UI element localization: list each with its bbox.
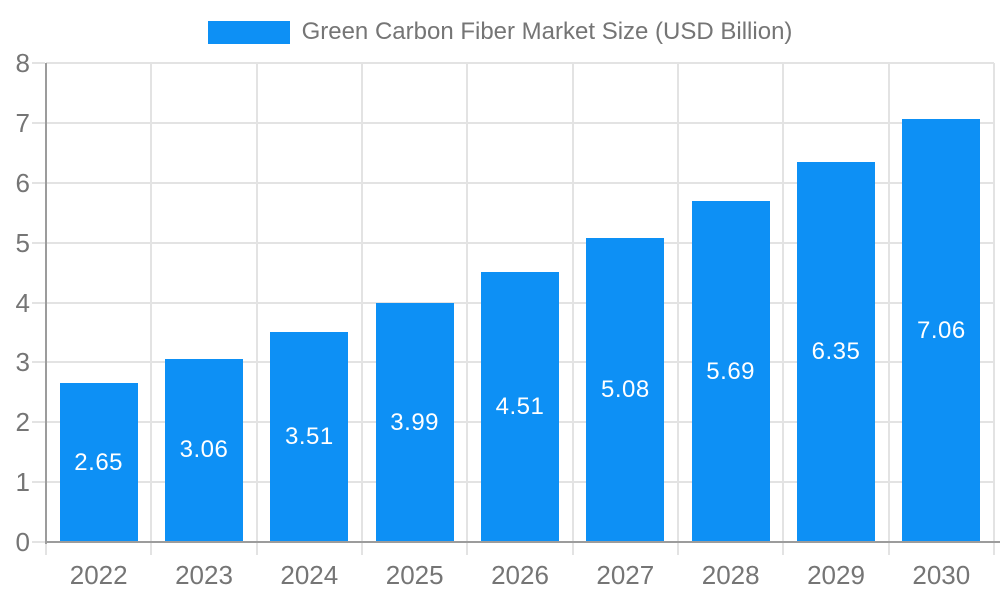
- bar-value-label: 3.99: [390, 408, 440, 436]
- y-axis-tick-label: 0: [15, 527, 30, 557]
- x-tick: [677, 542, 679, 555]
- y-tick: [32, 361, 45, 364]
- bar[interactable]: 3.51: [270, 331, 349, 542]
- x-gridline: [255, 63, 258, 542]
- chart-legend[interactable]: Green Carbon Fiber Market Size (USD Bill…: [0, 18, 1000, 46]
- bar[interactable]: 5.69: [691, 201, 770, 542]
- y-axis-tick-label: 2: [15, 407, 30, 438]
- y-axis-tick-label: 4: [15, 287, 30, 318]
- bar[interactable]: 4.51: [481, 271, 559, 542]
- legend-swatch: [207, 20, 290, 44]
- x-axis-tick-label: 2024: [280, 560, 339, 590]
- y-gridline: [46, 62, 994, 64]
- bar-value-label: 5.69: [706, 357, 756, 385]
- x-axis-tick-label: 2023: [175, 560, 233, 590]
- x-tick: [45, 542, 47, 555]
- x-tick: [466, 542, 469, 555]
- x-gridline: [887, 63, 890, 542]
- bar-value-label: 7.06: [916, 316, 966, 344]
- x-axis-tick-label: 2022: [69, 560, 128, 590]
- bar-value-label: 4.51: [495, 392, 545, 420]
- x-tick: [782, 542, 785, 555]
- bar-value-label: 2.65: [74, 448, 124, 476]
- x-axis-tick-label: 2025: [385, 560, 444, 590]
- x-tick: [150, 542, 153, 555]
- x-tick: [361, 542, 363, 555]
- x-gridline: [466, 63, 469, 542]
- y-tick: [32, 62, 45, 64]
- x-gridline: [361, 63, 363, 542]
- x-axis-tick-label: 2028: [701, 560, 760, 590]
- y-tick: [32, 541, 45, 543]
- bar-value-label: 5.08: [600, 375, 650, 403]
- y-axis-tick-label: 8: [15, 48, 30, 78]
- y-tick: [32, 301, 45, 304]
- legend-label: Green Carbon Fiber Market Size (USD Bill…: [301, 18, 793, 45]
- y-axis-tick-label: 3: [15, 347, 30, 378]
- x-axis-tick-label: 2026: [491, 560, 549, 590]
- x-axis-tick-label: 2027: [596, 560, 655, 590]
- bar[interactable]: 2.65: [59, 383, 138, 542]
- bar-value-label: 3.51: [284, 422, 334, 450]
- y-gridline: [46, 181, 994, 184]
- bar[interactable]: 3.06: [165, 358, 243, 542]
- y-axis-tick-label: 5: [15, 227, 30, 258]
- x-axis-tick-label: 2030: [912, 560, 971, 590]
- bar[interactable]: 3.99: [375, 303, 454, 542]
- x-axis-line: [45, 541, 1000, 543]
- x-gridline: [571, 63, 574, 542]
- x-gridline: [677, 63, 679, 542]
- y-tick: [32, 241, 45, 244]
- y-axis-tick-label: 6: [15, 167, 30, 198]
- bar[interactable]: 6.35: [797, 161, 875, 542]
- y-axis-tick-label: 7: [15, 107, 30, 138]
- x-gridline: [782, 63, 785, 542]
- x-gridline: [150, 63, 153, 542]
- bar-value-label: 6.35: [811, 337, 861, 365]
- bar-value-label: 3.06: [179, 436, 229, 464]
- x-gridline: [993, 63, 995, 542]
- bar[interactable]: 5.08: [586, 237, 665, 542]
- y-axis-tick-label: 1: [15, 467, 30, 498]
- y-tick: [32, 121, 45, 124]
- x-tick: [571, 542, 574, 555]
- x-tick: [255, 542, 258, 555]
- x-axis-tick-label: 2029: [807, 560, 865, 590]
- x-tick: [993, 542, 995, 555]
- bar[interactable]: 7.06: [902, 119, 981, 542]
- y-gridline: [46, 121, 994, 124]
- y-tick: [32, 421, 45, 424]
- y-tick: [32, 181, 45, 184]
- x-tick: [887, 542, 890, 555]
- y-axis-line: [45, 63, 47, 544]
- y-gridline: [46, 241, 994, 244]
- y-tick: [32, 481, 45, 484]
